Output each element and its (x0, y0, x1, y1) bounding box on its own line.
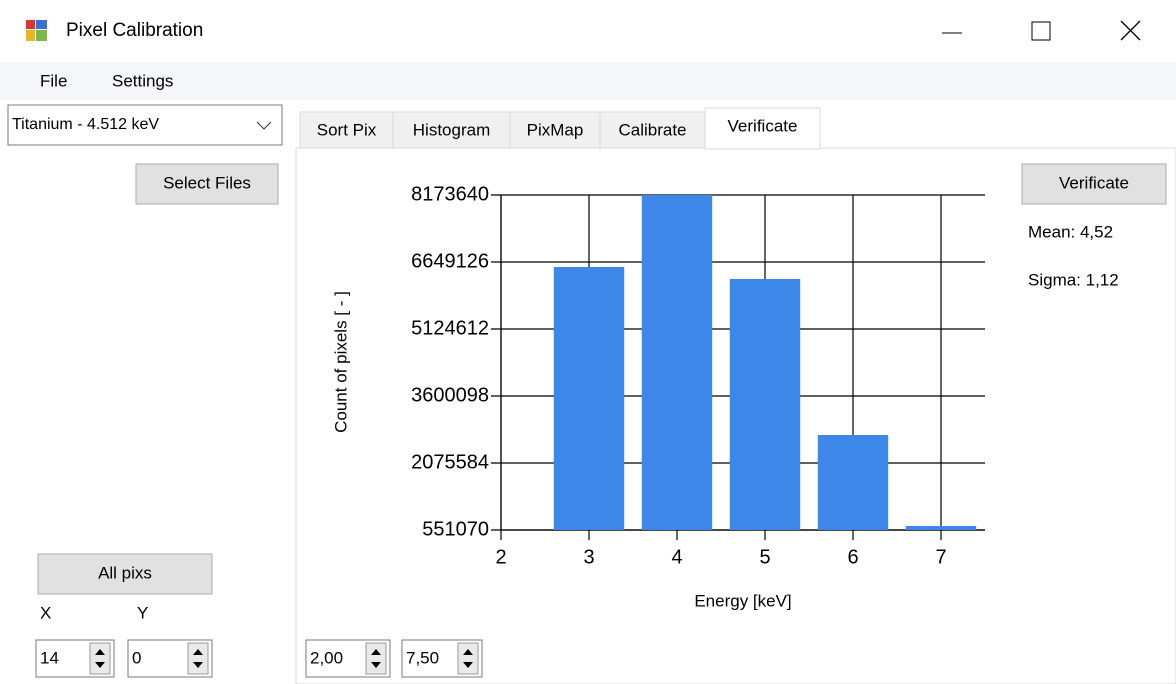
spin-buttons[interactable] (457, 642, 479, 675)
menu-bar (0, 62, 1176, 100)
x-tick-label: 7 (935, 546, 946, 568)
x-tick-label: 2 (495, 546, 506, 568)
spin-arrows (95, 649, 105, 668)
spin-buttons[interactable] (187, 642, 209, 675)
verificate-button[interactable] (1021, 163, 1167, 205)
mean-label: Mean: 4,52 (1028, 222, 1113, 241)
spin-arrows (463, 649, 473, 668)
x-tick-label: 3 (583, 546, 594, 568)
bar (817, 435, 889, 530)
y-axis-label: Count of pixels [ - ] (331, 291, 350, 433)
tab-label: Sort Pix (317, 120, 377, 139)
spin-buttons[interactable] (89, 642, 111, 675)
numeric-value: 2,00 (310, 648, 343, 667)
spin-arrows (193, 649, 203, 668)
tab-label: PixMap (527, 120, 584, 139)
combo-box[interactable] (7, 104, 283, 146)
app-icon (26, 30, 35, 41)
x-axis-label: Energy [keV] (694, 591, 791, 610)
button-label: Select Files (163, 173, 251, 192)
x-label: X (40, 603, 51, 622)
numeric-value: 7,50 (406, 648, 439, 667)
tab-label: Verificate (728, 116, 798, 135)
numeric-value: 0 (132, 648, 141, 667)
button-label: All pixs (98, 563, 152, 582)
y-tick-label: 8173640 (411, 183, 489, 205)
combo-value: Titanium - 4.512 keV (12, 116, 159, 133)
y-tick-label: 551070 (422, 518, 489, 540)
spin-arrows (371, 649, 381, 668)
bar (553, 267, 625, 530)
app-icon (36, 20, 47, 29)
x-tick-label: 6 (847, 546, 858, 568)
button-label: Verificate (1059, 173, 1129, 192)
numeric-value: 14 (40, 648, 59, 667)
tab[interactable] (509, 111, 601, 149)
menu-item[interactable]: Settings (112, 71, 173, 90)
window-title: Pixel Calibration (66, 20, 203, 41)
combo-arrow (256, 121, 272, 130)
y-tick-label: 6649126 (411, 250, 489, 272)
bar (729, 279, 801, 530)
bar (641, 195, 713, 530)
close-button[interactable] (1120, 20, 1141, 41)
x-tick-label: 5 (759, 546, 770, 568)
app-icon (26, 20, 35, 29)
spin-buttons[interactable] (365, 642, 387, 675)
tab[interactable] (599, 111, 706, 149)
bar (905, 526, 977, 530)
all-pixs-button[interactable] (37, 553, 213, 595)
tab[interactable] (392, 111, 511, 149)
sigma-label: Sigma: 1,12 (1028, 270, 1119, 289)
tab[interactable] (704, 107, 821, 150)
y-tick-label: 5124612 (411, 317, 489, 339)
tab[interactable] (299, 111, 394, 149)
tab-label: Histogram (413, 120, 490, 139)
x-tick-label: 4 (671, 546, 682, 568)
y-tick-label: 3600098 (411, 384, 489, 406)
tab-label: Calibrate (618, 120, 686, 139)
y-label: Y (137, 603, 148, 622)
menu-item[interactable]: File (40, 71, 67, 90)
y-tick-label: 2075584 (411, 451, 489, 473)
maximize-button[interactable] (1031, 21, 1051, 41)
select-files-button[interactable] (135, 163, 279, 205)
app-icon (36, 30, 47, 41)
